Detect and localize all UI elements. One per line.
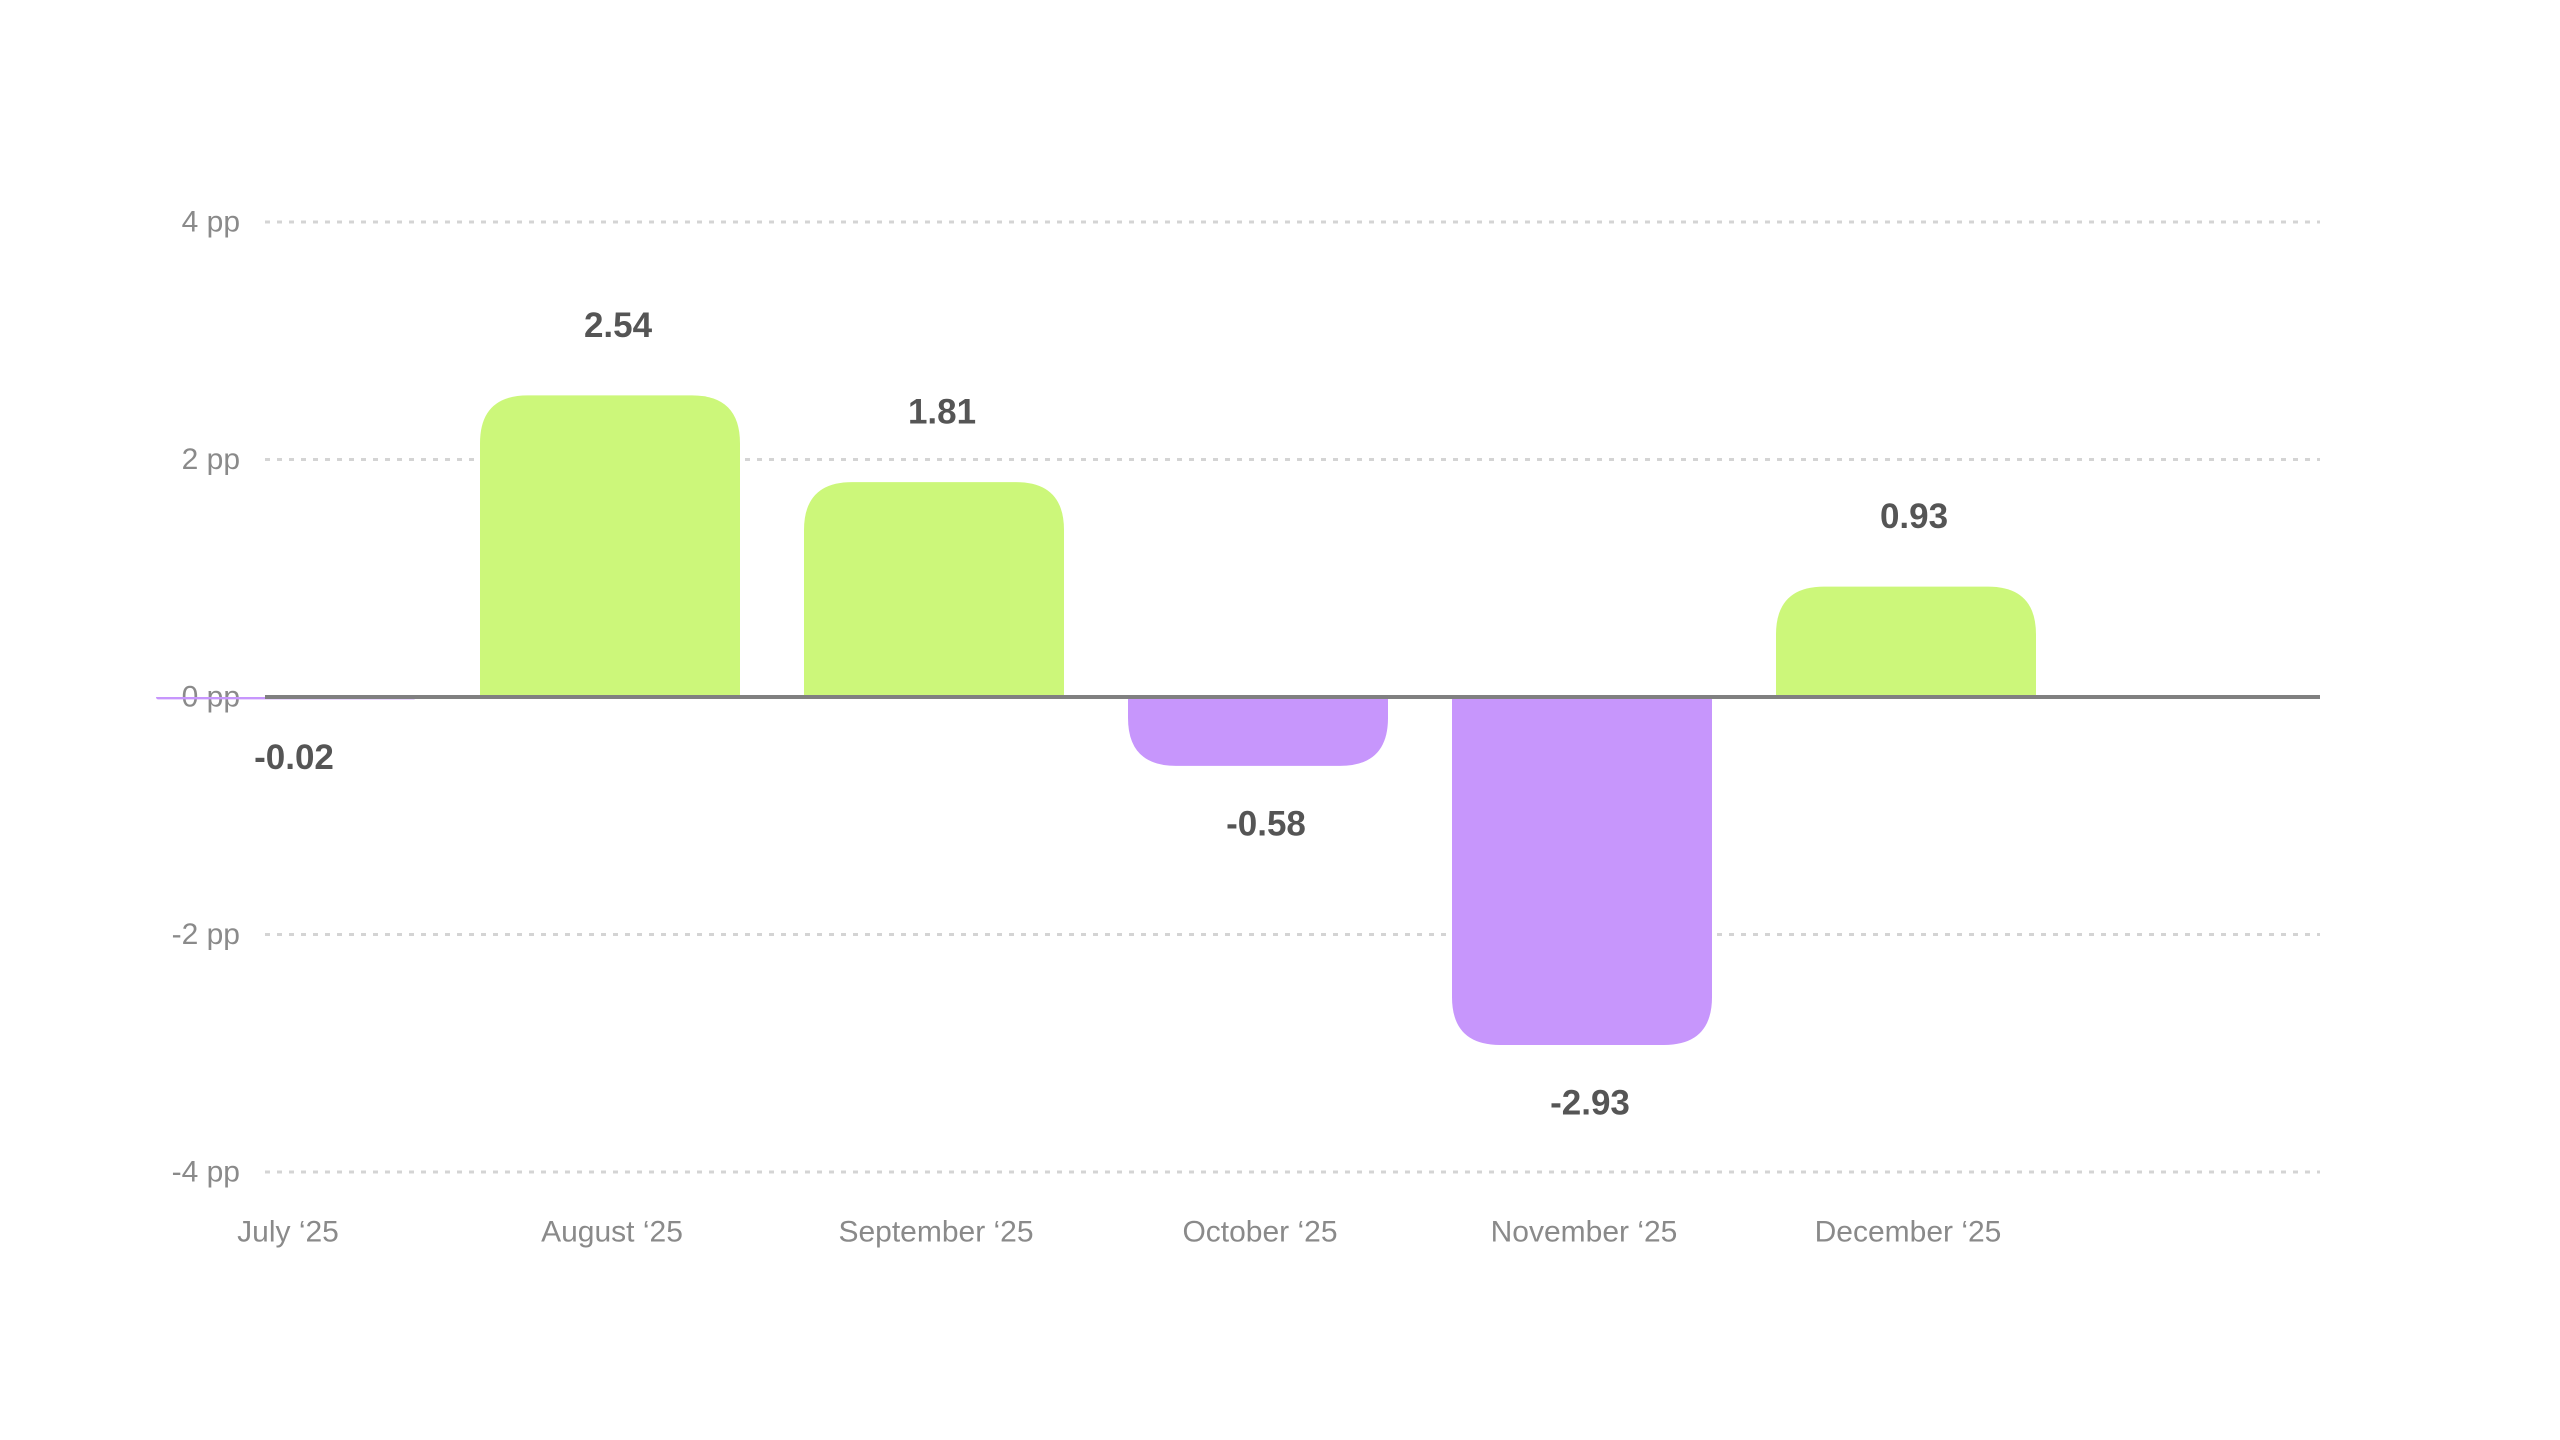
y-tick-label: -2 pp — [172, 918, 240, 951]
bar — [1128, 697, 1388, 766]
value-labels: -0.02 2.54 1.81 -0.58 -2.93 0.93 — [254, 306, 1948, 1123]
x-category-label: November ‘25 — [1491, 1216, 1678, 1249]
bars — [156, 395, 2036, 1045]
y-axis-tick-labels: 4 pp2 pp0 pp-2 pp-4 pp — [172, 206, 240, 1189]
x-category-label: October ‘25 — [1182, 1216, 1337, 1249]
bar — [804, 482, 1064, 697]
bar — [1776, 586, 2036, 697]
x-category-label: August ‘25 — [541, 1216, 683, 1249]
x-category-label: July ‘25 — [237, 1216, 339, 1249]
y-tick-label: -4 pp — [172, 1156, 240, 1189]
value-label: 1.81 — [908, 393, 976, 432]
value-label: -0.58 — [1226, 804, 1306, 843]
value-label: -2.93 — [1550, 1083, 1630, 1122]
x-category-label: September ‘25 — [838, 1216, 1033, 1249]
bar — [1452, 697, 1712, 1045]
value-label: 0.93 — [1880, 497, 1948, 536]
value-label: 2.54 — [584, 306, 653, 345]
value-label: -0.02 — [254, 738, 334, 777]
x-axis-category-labels: July ‘25 August ‘25 September ‘25 October ‘… — [237, 1216, 2001, 1249]
y-tick-label: 4 pp — [182, 206, 240, 239]
y-tick-label: 2 pp — [182, 443, 240, 476]
x-category-label: December ‘25 — [1815, 1216, 2002, 1249]
bar — [480, 395, 740, 697]
